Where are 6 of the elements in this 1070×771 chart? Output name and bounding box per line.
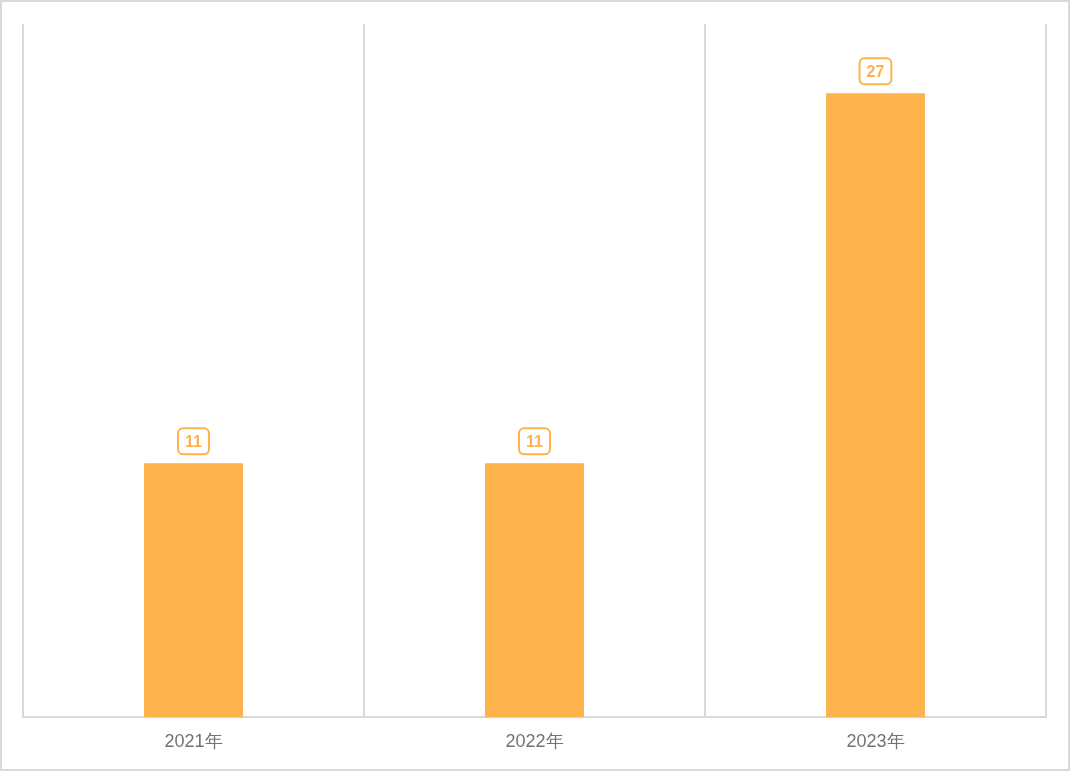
data-label: 11 — [526, 432, 544, 450]
data-label: 11 — [185, 432, 203, 450]
x-tick-label: 2023年 — [846, 731, 905, 752]
x-tick-label: 2021年 — [164, 731, 223, 752]
data-label: 27 — [866, 62, 885, 80]
x-tick-label: 2022年 — [505, 731, 564, 752]
